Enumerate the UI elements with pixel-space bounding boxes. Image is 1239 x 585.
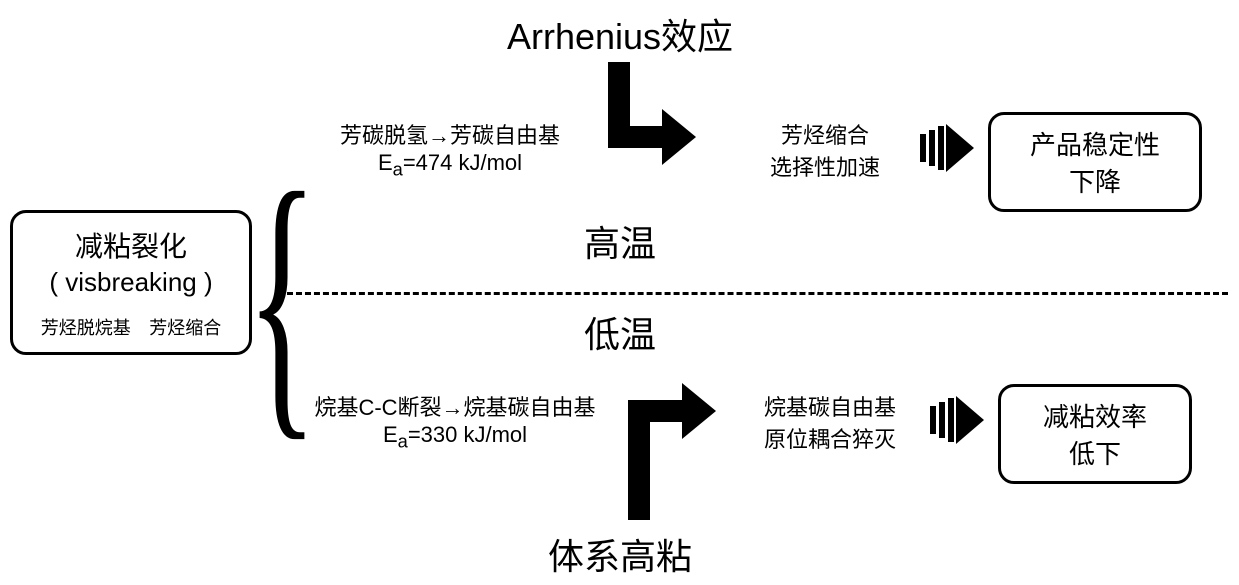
bottom-result-box: 减粘效率 低下	[998, 384, 1192, 484]
top-mid1: 芳烃缩合	[740, 118, 910, 150]
bottom-reaction-1: 烷基C-C断裂→烷基碳自由基	[290, 390, 620, 422]
ea-prefix-b: E	[383, 422, 398, 447]
bottom-mid1: 烷基碳自由基	[740, 390, 920, 422]
ea-val-b: =330 kJ/mol	[408, 422, 527, 447]
ea-prefix: E	[378, 150, 393, 175]
top-result-box: 产品稳定性 下降	[988, 112, 1202, 212]
top-condition: 高温	[540, 215, 700, 267]
left-title-en: ( visbreaking )	[31, 267, 231, 298]
left-sub2: 芳烃缩合	[149, 318, 221, 338]
diagram-canvas: Arrhenius效应 减粘裂化 ( visbreaking ) 芳烃脱烷基 芳…	[0, 0, 1239, 585]
ea-sub-b: a	[398, 430, 408, 451]
left-box: 减粘裂化 ( visbreaking ) 芳烃脱烷基 芳烃缩合	[10, 210, 252, 355]
ea-sub: a	[393, 158, 403, 179]
bottom-mid2: 原位耦合猝灭	[740, 422, 920, 454]
title-text: Arrhenius效应	[390, 8, 850, 60]
top-mid2: 选择性加速	[740, 150, 910, 182]
top-result-2: 下降	[1005, 162, 1185, 199]
bottom-result-1: 减粘效率	[1015, 397, 1175, 434]
divider-line	[278, 292, 1228, 295]
left-sub1: 芳烃脱烷基	[41, 318, 131, 338]
bottom-reaction-2: Ea=330 kJ/mol	[290, 422, 620, 452]
top-reaction-2: Ea=474 kJ/mol	[300, 150, 600, 180]
bottom-condition: 低温	[540, 306, 700, 358]
top-result-1: 产品稳定性	[1005, 125, 1185, 162]
ea-val: =474 kJ/mol	[403, 150, 522, 175]
left-title-cn: 减粘裂化	[31, 225, 231, 265]
bottom-result-2: 低下	[1015, 434, 1175, 471]
top-reaction-1: 芳碳脱氢→芳碳自由基	[300, 118, 600, 150]
footer-text: 体系高粘	[470, 528, 770, 580]
